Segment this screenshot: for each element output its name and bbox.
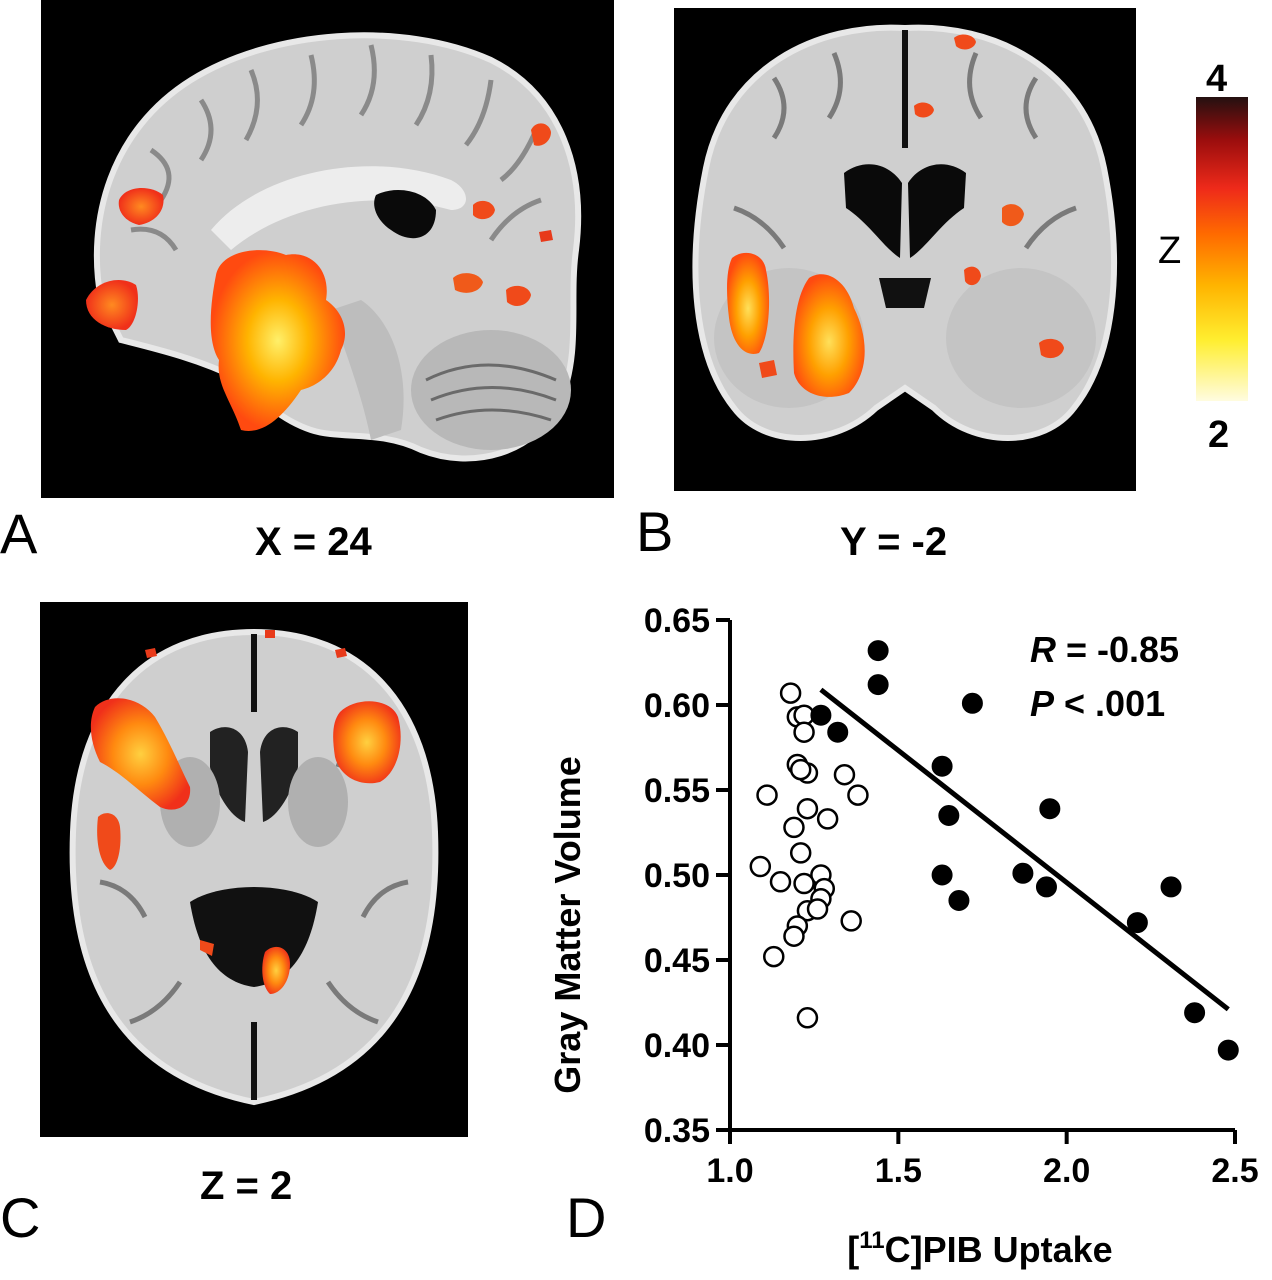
y-tick-label: 0.45	[644, 942, 710, 980]
x-tick-label: 1.0	[706, 1152, 753, 1190]
filled-data-point	[1039, 798, 1061, 820]
panel-label-c: C	[0, 1186, 41, 1249]
r-value: = -0.85	[1056, 629, 1179, 670]
colorbar-min-label: 2	[1208, 414, 1230, 456]
slice-coordinate-label-a: X = 24	[255, 520, 372, 564]
y-tick-label: 0.50	[644, 857, 710, 895]
filled-data-point	[1012, 862, 1034, 884]
filled-data-point	[1035, 876, 1057, 898]
x-axis-title: [11C]PIB Uptake	[847, 1227, 1112, 1270]
open-data-point	[749, 855, 772, 878]
filled-data-point	[1126, 912, 1148, 934]
open-data-point	[793, 721, 815, 743]
x-axis-title-sup: 11	[859, 1227, 884, 1254]
filled-data-point	[827, 721, 849, 743]
filled-data-point	[867, 640, 889, 662]
open-data-point	[796, 1007, 819, 1029]
panel-label-b: B	[636, 500, 674, 563]
filled-data-point	[938, 805, 960, 826]
pib-vs-gray-matter-scatter: Gray Matter Volume [11C]PIB Uptake R = -…	[547, 602, 1259, 1270]
r-symbol: R	[1030, 629, 1056, 670]
y-tick-label: 0.60	[644, 687, 710, 725]
open-data-point	[816, 808, 839, 830]
z-score-colorbar	[1196, 97, 1248, 401]
filled-data-point	[810, 704, 832, 726]
y-tick-label: 0.40	[644, 1027, 710, 1065]
filled-data-point	[1160, 876, 1182, 898]
slice-coordinate-label-b: Y = -2	[840, 520, 948, 564]
slice-coordinate-label-c: Z = 2	[200, 1164, 293, 1208]
y-tick-label: 0.55	[644, 772, 710, 810]
x-axis-title-suffix: C]PIB Uptake	[885, 1229, 1113, 1270]
y-axis-title: Gray Matter Volume	[547, 756, 588, 1093]
correlation-p-stat: P < .001	[1030, 683, 1165, 724]
open-data-point	[783, 925, 805, 947]
p-value: < .001	[1054, 683, 1165, 724]
open-data-point	[756, 784, 778, 806]
panel-label-d: D	[566, 1186, 607, 1249]
correlation-r-stat: R = -0.85	[1030, 629, 1179, 670]
filled-data-point	[1217, 1039, 1239, 1061]
filled-data-point	[867, 674, 889, 696]
x-tick-label: 1.5	[875, 1152, 922, 1190]
open-data-point	[806, 898, 829, 920]
open-data-point	[783, 816, 805, 839]
open-data-point	[763, 945, 785, 968]
open-data-point	[847, 784, 869, 806]
x-axis-title-prefix: [	[847, 1229, 859, 1270]
y-tick-label: 0.65	[644, 602, 710, 640]
axial-brain-image	[40, 602, 468, 1137]
regression-line	[819, 687, 1230, 1012]
coronal-brain-image	[674, 8, 1136, 491]
open-data-point	[789, 758, 812, 781]
colorbar-axis-label: Z	[1158, 230, 1182, 272]
open-data-point	[840, 910, 862, 932]
sagittal-brain-image	[41, 0, 614, 498]
filled-data-point	[948, 890, 970, 911]
y-tick-label: 0.35	[644, 1112, 710, 1150]
panel-label-a: A	[0, 502, 38, 565]
filled-data-point	[931, 755, 953, 777]
open-data-point	[769, 871, 792, 893]
colorbar-max-label: 4	[1206, 58, 1228, 100]
filled-data-point	[931, 864, 953, 886]
open-data-point	[833, 763, 856, 786]
x-tick-label: 2.5	[1211, 1152, 1258, 1190]
p-symbol: P	[1030, 683, 1055, 724]
open-data-point	[793, 872, 815, 895]
filled-data-point	[961, 692, 983, 714]
filled-data-point	[1184, 1002, 1206, 1024]
x-tick-label: 2.0	[1043, 1152, 1090, 1190]
open-data-point	[779, 682, 802, 704]
open-data-point	[789, 842, 812, 864]
open-data-point	[796, 797, 819, 820]
